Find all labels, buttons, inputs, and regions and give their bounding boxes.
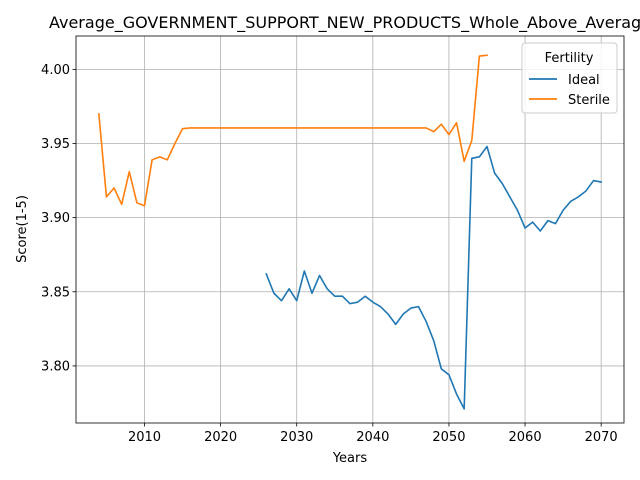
legend-title: Fertility xyxy=(545,51,594,66)
y-tick-label: 3.90 xyxy=(41,211,70,226)
legend-box xyxy=(521,42,618,114)
x-axis-ticks: 2010 2020 2030 2040 2050 2060 2070 xyxy=(128,423,618,445)
x-tick-label: 2050 xyxy=(432,430,465,445)
y-tick-label: 3.80 xyxy=(41,359,70,374)
y-tick-label: 4.00 xyxy=(41,63,70,78)
series-line-ideal xyxy=(265,145,603,410)
y-axis-label: Score(1-5) xyxy=(15,195,30,263)
plot-frame xyxy=(75,35,625,424)
legend-label-sterile: Sterile xyxy=(568,93,610,108)
x-axis-label: Years xyxy=(332,451,368,466)
chart-title: Average_GOVERNMENT_SUPPORT_NEW_PRODUCTS_… xyxy=(49,13,640,33)
x-tick-label: 2070 xyxy=(585,430,618,445)
x-tick-label: 2030 xyxy=(280,430,313,445)
x-tick-label: 2020 xyxy=(204,430,237,445)
y-axis-ticks: 3.80 3.85 3.90 3.95 4.00 xyxy=(41,63,76,374)
series-lines xyxy=(97,54,603,410)
y-tick-label: 3.85 xyxy=(41,285,70,300)
x-tick-label: 2060 xyxy=(509,430,542,445)
grid-lines xyxy=(76,36,624,423)
legend-label-ideal: Ideal xyxy=(568,73,600,88)
y-tick-label: 3.95 xyxy=(41,137,70,152)
x-tick-label: 2040 xyxy=(356,430,389,445)
x-tick-label: 2010 xyxy=(128,430,161,445)
series-line-sterile xyxy=(97,54,488,207)
legend: Fertility Ideal Sterile xyxy=(521,42,618,114)
